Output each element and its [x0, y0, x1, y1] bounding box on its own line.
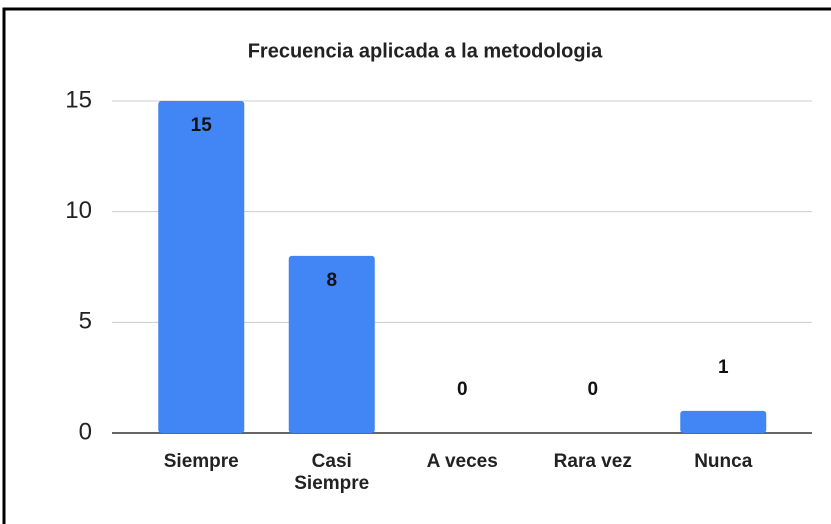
- value-label: 15: [191, 115, 213, 136]
- bar: [680, 410, 767, 433]
- y-tick-label: 15: [65, 86, 92, 113]
- y-tick-label: 10: [65, 197, 92, 224]
- value-label: 0: [587, 379, 598, 400]
- y-tick-label: 5: [79, 308, 92, 335]
- y-tick-label: 0: [79, 418, 92, 445]
- x-tick-label: Casi Siempre: [294, 451, 370, 494]
- value-label: 1: [718, 357, 729, 378]
- x-tick-label: Rara vez: [553, 451, 632, 472]
- chart-frame: [2, 7, 831, 524]
- bar: [158, 101, 245, 433]
- x-tick-label: Siempre: [163, 451, 239, 472]
- bar: [288, 255, 375, 433]
- x-tick-label: A veces: [426, 451, 498, 472]
- chart-title: Frecuencia aplicada a la metodologia: [248, 40, 603, 62]
- value-label: 8: [326, 270, 337, 291]
- x-tick-label: Nunca: [694, 451, 753, 472]
- value-label: 0: [457, 379, 468, 400]
